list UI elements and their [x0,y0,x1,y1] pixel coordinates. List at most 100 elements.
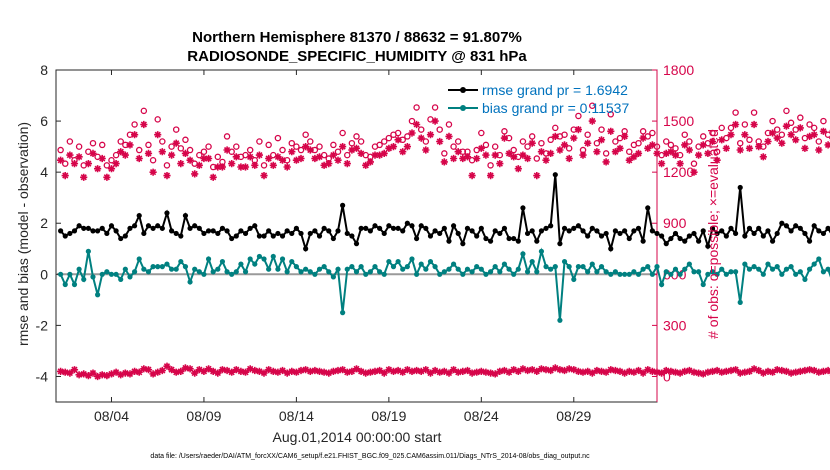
evaluated-obs-point [417,134,425,142]
possible-obs-point [727,124,735,132]
y-tick-label-right: 600 [663,266,687,282]
rmse-point [746,225,753,231]
possible-obs-point [145,141,152,149]
low-evaluated-obs-point [107,370,116,378]
low-evaluated-obs-point [89,369,97,377]
evaluated-obs-point [191,170,199,178]
bias-point [363,271,369,277]
rmse-point [168,228,175,234]
low-evaluated-obs-point [736,369,744,377]
low-evaluated-obs-point [704,368,712,376]
bias-point [321,264,327,270]
low-evaluated-obs-point [584,367,592,375]
rmse-point [293,225,299,231]
rmse-point [266,228,272,234]
bias-point [316,266,323,272]
low-evaluated-obs-point [214,369,222,377]
low-evaluated-obs-point [283,369,291,377]
evaluated-obs-point [70,160,79,168]
possible-obs-point [75,143,83,150]
y-tick-label-right: 1200 [663,164,694,180]
bias-point [81,276,87,283]
evaluated-obs-point [574,126,582,134]
evaluated-obs-point [782,122,790,130]
rmse-point [511,235,517,242]
possible-obs-point [501,128,508,135]
evaluated-obs-point [708,137,717,146]
possible-obs-point [810,124,818,132]
rmse-point [335,228,341,234]
bias-point [585,269,591,275]
possible-obs-point [163,162,171,169]
bias-point [709,269,716,275]
rmse-point [441,225,447,231]
low-evaluated-obs-point [376,366,384,375]
bias-point [395,258,401,265]
evaluated-obs-point [510,153,518,161]
low-evaluated-obs-point [482,368,490,376]
rmse-point [635,225,642,231]
low-evaluated-obs-point [112,368,120,376]
low-evaluated-obs-point [634,366,643,375]
low-evaluated-obs-point [616,367,624,375]
bias-point [797,269,803,275]
evaluated-obs-point [168,151,176,159]
evaluated-obs-point [371,151,379,159]
rmse-point [585,233,591,239]
rmse-point [742,233,748,239]
low-evaluated-obs-point [241,368,250,376]
rmse-point [340,202,346,208]
low-evaluated-obs-point [251,366,259,375]
possible-obs-point [108,156,115,164]
low-evaluated-obs-point [510,366,518,374]
possible-obs-point [769,117,776,125]
possible-obs-point [61,160,69,167]
rmse-point [760,233,766,239]
low-evaluated-obs-point [745,367,754,375]
evaluated-obs-point [704,149,712,157]
rmse-point [506,235,512,242]
low-evaluated-obs-point [597,367,606,375]
low-evaluated-obs-point [588,369,596,377]
possible-obs-point [732,109,739,116]
low-evaluated-obs-point [205,365,213,373]
evaluated-obs-point [505,149,513,157]
possible-obs-point [686,138,693,145]
low-evaluated-obs-point [487,369,495,377]
bias-point [409,256,415,262]
low-evaluated-obs-point [648,367,656,375]
evaluated-obs-point [306,146,314,154]
low-evaluated-obs-point [84,372,92,380]
possible-obs-point [279,146,286,154]
rmse-point [631,228,637,234]
evaluated-obs-point [819,127,827,135]
rmse-point [751,230,757,237]
possible-obs-point [454,138,462,145]
possible-obs-point [357,138,365,145]
low-evaluated-obs-point [408,367,416,375]
low-evaluated-obs-point [399,368,407,376]
low-evaluated-obs-point [524,366,532,375]
possible-obs-point [408,117,416,125]
bias-point [672,266,679,272]
bias-point [645,264,651,270]
bias-point [224,269,230,275]
low-evaluated-obs-point [593,366,601,375]
low-evaluated-obs-point [496,367,504,375]
rmse-point [765,228,771,234]
rmse-point [640,238,646,244]
rmse-point [709,225,716,231]
possible-obs-point [186,146,194,154]
low-evaluated-obs-point [491,370,499,378]
possible-obs-point [297,146,305,154]
low-evaluated-obs-point [140,365,148,373]
rmse-point [598,233,605,239]
low-evaluated-obs-point [450,366,458,374]
evaluated-obs-point [639,134,647,142]
low-evaluated-obs-point [662,366,670,375]
y-tick-label-left: 8 [40,62,48,78]
low-evaluated-obs-point [778,366,786,375]
low-evaluated-obs-point [792,368,800,376]
low-evaluated-obs-point [459,367,467,375]
bias-point [728,269,734,275]
